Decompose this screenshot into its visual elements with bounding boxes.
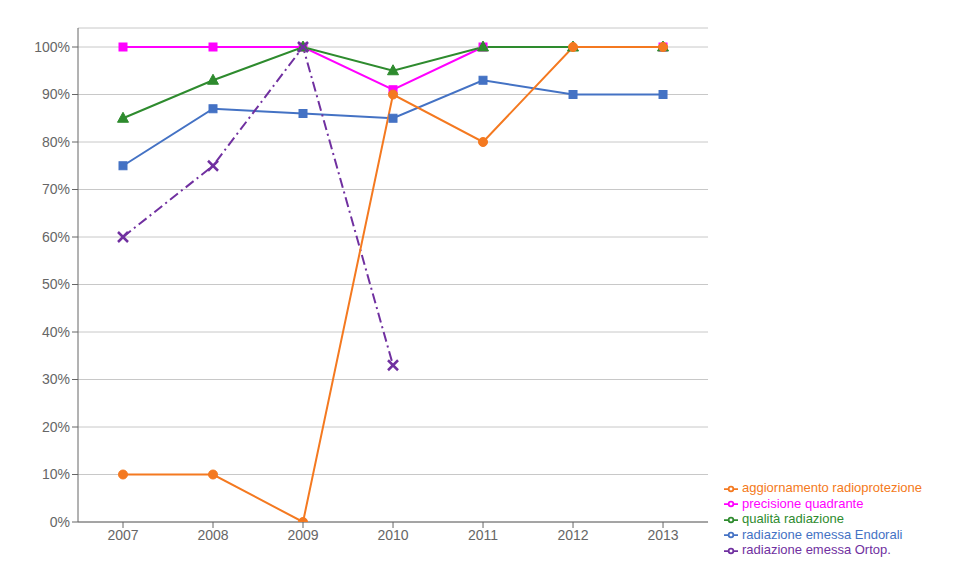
html-text:radiazione emessa Endorali: radiazione emessa Endorali xyxy=(742,526,903,542)
svg-text:2010: 2010 xyxy=(377,527,408,543)
svg-text:30%: 30% xyxy=(42,371,70,387)
svg-text:40%: 40% xyxy=(42,324,70,340)
svg-text:20%: 20% xyxy=(42,419,70,435)
svg-text:2013: 2013 xyxy=(647,527,678,543)
svg-text:10%: 10% xyxy=(42,466,70,482)
svg-text:2011: 2011 xyxy=(468,527,498,543)
html-text:qualità radiazione: qualità radiazione xyxy=(742,511,844,527)
html-text:radiazione emessa Ortop.: radiazione emessa Ortop. xyxy=(742,542,891,558)
svg-text:2008: 2008 xyxy=(197,527,228,543)
html-text:aggiornamento radioprotezione: aggiornamento radioprotezione xyxy=(742,480,922,496)
svg-text:60%: 60% xyxy=(42,229,70,245)
svg-text:70%: 70% xyxy=(42,181,70,197)
svg-text:80%: 80% xyxy=(42,134,70,150)
svg-text:2012: 2012 xyxy=(557,527,588,543)
svg-text:2009: 2009 xyxy=(287,527,318,543)
svg-text:2007: 2007 xyxy=(107,527,138,543)
svg-text:50%: 50% xyxy=(42,276,70,292)
svg-text:90%: 90% xyxy=(42,86,70,102)
html-text:precisione quadrante: precisione quadrante xyxy=(742,495,864,511)
svg-text:0%: 0% xyxy=(50,514,70,530)
svg-text:100%: 100% xyxy=(34,39,70,55)
